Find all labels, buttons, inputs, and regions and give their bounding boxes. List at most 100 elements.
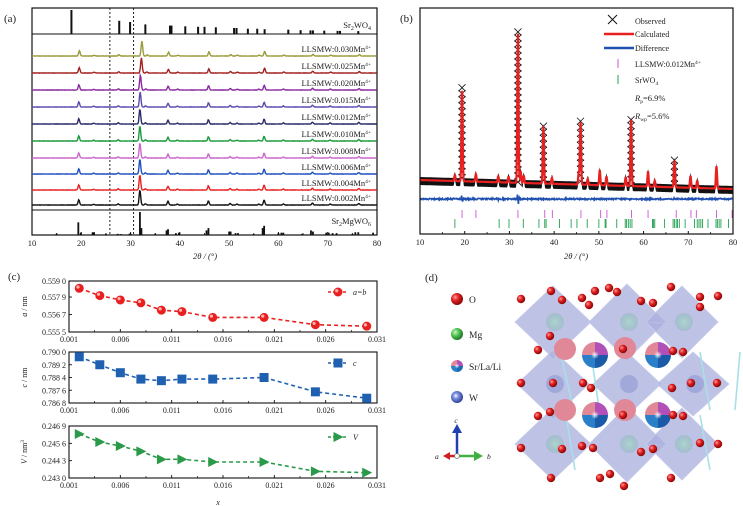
oxygen-atom [695, 292, 705, 302]
oxygen-atom [678, 347, 688, 357]
reference-peak [261, 228, 264, 235]
reference-peak [282, 232, 285, 235]
reference-peak [229, 231, 232, 235]
panel-a-xrd-patterns: (a) LLSMW:0.030Mn4+LLSMW:0.025Mn4+LLSMW:… [4, 7, 382, 261]
x-tick-label: 80 [373, 238, 382, 248]
reference-peak [91, 232, 94, 235]
reference-peak [203, 26, 206, 34]
oxygen-atom [557, 444, 567, 454]
ref-bottom-label: Sr2MgWO6 [331, 216, 371, 228]
c-axis-arrowhead-icon [452, 424, 462, 433]
oxygen-atom [667, 383, 677, 393]
bond [565, 414, 576, 471]
magnesium-atom [620, 313, 638, 331]
oxygen-atom [578, 378, 588, 388]
a-site-atom-back [554, 399, 576, 421]
oxygen-atom [668, 346, 678, 356]
data-point [115, 295, 125, 305]
a-axis-arrowhead-icon [443, 452, 450, 460]
axes-origin-icon [454, 453, 460, 459]
oxygen-atom [516, 378, 526, 388]
reference-peak [205, 230, 208, 235]
data-point [95, 360, 105, 370]
x-tick-label: 0.001 [60, 335, 78, 344]
data-point [136, 374, 146, 384]
x-tick-label: 0.021 [265, 481, 283, 490]
legend-mg-label: Mg [469, 331, 482, 341]
panel-a-x-ticks: 10 20 30 40 50 60 70 80 [28, 232, 382, 248]
legend-observed-label: Observed [635, 17, 666, 26]
data-point [259, 373, 269, 382]
xrd-series-group [31, 40, 378, 206]
x-tick-label: 0.001 [60, 406, 78, 415]
x-tick-label: 0.026 [317, 335, 335, 344]
legend-w-label: W [469, 394, 478, 404]
dashed-guide-lines [109, 8, 135, 235]
data-point [208, 457, 219, 467]
y-tick-label: 0.790 0 [42, 348, 66, 357]
oxygen-atom [577, 293, 587, 303]
reference-peak [301, 233, 303, 235]
series-label: LLSMW:0.004Mn4+ [301, 178, 371, 188]
lattice-subplots: 0.559 00.557 90.556 70.555 50.001 0.006 0.… [20, 277, 386, 490]
data-point-highlight [158, 307, 162, 311]
reference-peak [207, 228, 210, 235]
x-tick-label: 0.006 [111, 406, 129, 415]
legend-phase-srwo4: SrWO4 [617, 75, 658, 87]
panel-label-a: (a) [4, 13, 17, 25]
x-tick-label: 0.026 [317, 481, 335, 490]
legend-marker-icon [333, 358, 343, 368]
data-point [362, 393, 372, 403]
a-site-atom [645, 402, 671, 428]
x-tick-label: 10 [28, 238, 37, 248]
data-point [177, 454, 188, 465]
data-point-highlight [261, 314, 265, 318]
oxygen-atom [618, 410, 628, 420]
reference-peak [118, 20, 121, 34]
series-labels: LLSMW:0.030Mn4+ LLSMW:0.025Mn4+ LLSMW:0.02… [301, 44, 371, 203]
y-tick-label: 0.787 6 [42, 386, 66, 395]
data-point [156, 376, 166, 386]
x-tick-label: 0.026 [317, 406, 335, 415]
oxygen-atom [605, 469, 615, 479]
reference-peak [165, 230, 168, 235]
oxygen-atom [548, 378, 558, 388]
x-tick-label: 0.031 [368, 335, 386, 344]
reference-peak [169, 25, 171, 34]
reference-peak [175, 233, 177, 235]
data-point [95, 437, 106, 447]
data-point-highlight [76, 285, 80, 289]
xrd-pattern-line [31, 126, 377, 142]
x-marker-icon [607, 14, 618, 25]
reference-peak [335, 233, 338, 235]
xrd-pattern-line [32, 109, 377, 125]
oxygen-atom [604, 283, 614, 293]
legend-srwo4-label: SrWO4 [635, 76, 658, 87]
y-tick-label: 0.246 9 [42, 422, 66, 431]
reference-peak [357, 232, 360, 235]
y-tick-label: 0.559 0 [42, 277, 66, 286]
legend-o-label: O [469, 296, 476, 306]
reference-peak [310, 230, 312, 235]
oxygen-atom [695, 438, 705, 448]
reference-peak [235, 28, 238, 34]
bond [734, 351, 741, 411]
tungsten-atom-icon [451, 391, 463, 403]
y-tick-label: 0.556 7 [42, 311, 66, 320]
reference-peak [327, 232, 330, 235]
legend-marker-icon [333, 287, 343, 297]
oxygen-atom [678, 411, 688, 421]
a-site-atom [582, 402, 608, 428]
y-axis-label: c / nm [20, 367, 29, 388]
reference-peak [325, 232, 328, 235]
oxygen-atom [618, 344, 628, 354]
data-line [79, 433, 367, 474]
magnesium-atom [546, 313, 564, 331]
oxygen-atom [619, 481, 629, 491]
panel-d-crystal-structure: (d) O Mg Sr/La/Li [425, 272, 741, 491]
legend-difference-label: Difference [635, 44, 670, 53]
x-tick-label: 0.006 [111, 335, 129, 344]
legend-llsmw-label: LLSMW:0.012Mn4+ [635, 60, 701, 69]
data-point-highlight [117, 297, 121, 301]
reference-peak [354, 232, 357, 235]
